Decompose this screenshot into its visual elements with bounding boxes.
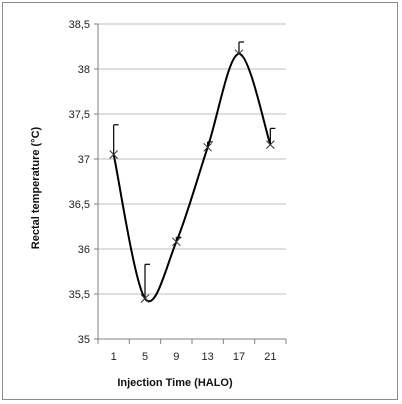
data-point-5-stroke-b — [265, 140, 275, 149]
axes — [94, 23, 287, 344]
data-point-2 — [171, 237, 181, 247]
y-tick-label-7: 38,5 — [69, 19, 90, 31]
data-point-0 — [109, 150, 119, 159]
y-tick-label-1: 35,5 — [69, 289, 90, 301]
data-point-5 — [265, 140, 275, 149]
x-tick-label-2: 9 — [173, 351, 179, 363]
error-bars — [113, 41, 276, 299]
x-axis-title: Injection Time (HALO) — [117, 377, 233, 389]
x-tick-label-0: 1 — [111, 351, 117, 363]
y-tick-label-3: 36,5 — [69, 199, 90, 211]
data-point-0-stroke-b — [109, 150, 119, 159]
y-tick-label-5: 37,5 — [69, 109, 90, 121]
data-point-1 — [140, 294, 150, 303]
y-tick-label-0: 35 — [78, 334, 90, 346]
y-tick-label-4: 37 — [78, 154, 90, 166]
chart-frame — [2, 2, 398, 400]
data-point-4-stroke-b — [234, 49, 244, 59]
x-tick-label-1: 5 — [142, 351, 148, 363]
data-point-1-stroke-b — [140, 294, 150, 303]
series-line — [112, 52, 272, 303]
data-markers — [109, 49, 275, 303]
tick-labels: 35 35,5 36 36,5 37 37,5 38 38,5 1 5 9 13 17 21 — [69, 19, 277, 363]
x-tick-label-4: 17 — [233, 351, 245, 363]
y-tick-label-2: 36 — [78, 244, 90, 256]
y-tick-label-6: 38 — [78, 64, 90, 76]
data-point-3 — [203, 142, 213, 152]
x-tick-label-3: 13 — [202, 351, 214, 363]
data-point-4 — [234, 49, 244, 59]
data-point-2-stroke-b — [171, 237, 181, 247]
grid-lines — [98, 23, 286, 295]
y-axis-title: Rectal temperature (°C) — [30, 126, 42, 249]
data-point-3-stroke-b — [203, 142, 213, 152]
x-tick-label-5: 21 — [264, 351, 276, 363]
